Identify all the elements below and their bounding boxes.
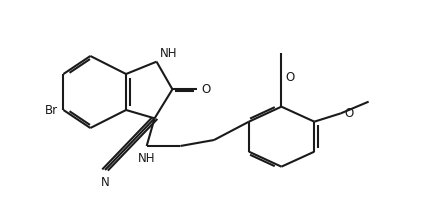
Text: Br: Br xyxy=(45,103,58,116)
Text: O: O xyxy=(201,83,210,96)
Text: O: O xyxy=(285,71,294,84)
Text: N: N xyxy=(101,176,109,189)
Text: NH: NH xyxy=(160,47,177,60)
Text: O: O xyxy=(344,107,354,120)
Text: NH: NH xyxy=(138,152,155,165)
